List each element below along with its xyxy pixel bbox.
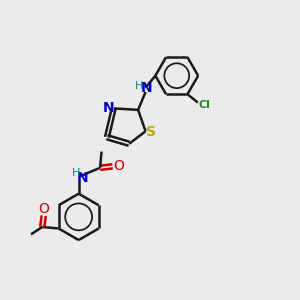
Text: O: O (38, 202, 49, 216)
Text: N: N (103, 101, 114, 116)
Text: N: N (77, 171, 88, 184)
Text: N: N (141, 81, 153, 94)
Text: H: H (71, 168, 80, 178)
Text: H: H (135, 80, 143, 91)
Text: S: S (146, 125, 156, 139)
Text: Cl: Cl (199, 100, 210, 110)
Text: O: O (113, 159, 124, 173)
